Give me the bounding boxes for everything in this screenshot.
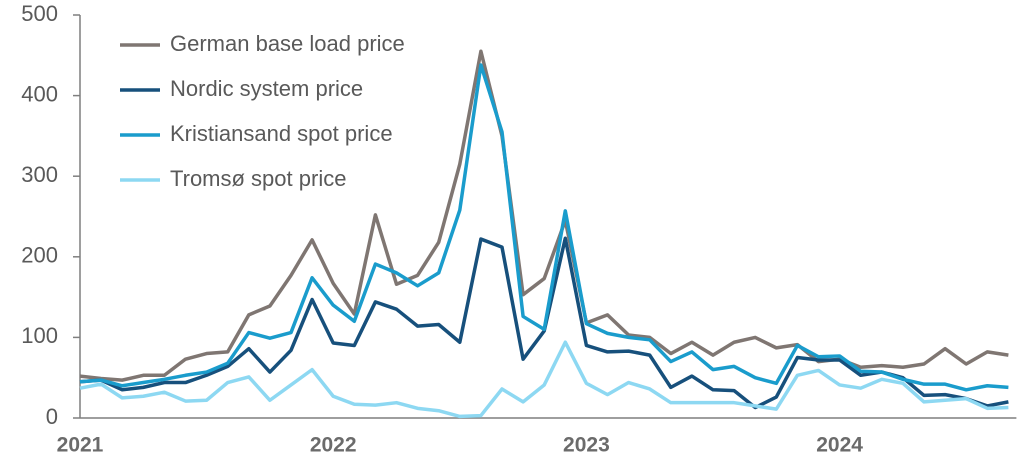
line-series [79,63,1009,392]
legend-label: Nordic system price [170,76,363,101]
y-tick-label: 100 [21,323,58,348]
x-tick-label: 2022 [310,434,357,457]
x-tick-label: 2021 [57,434,104,457]
line-series [79,340,1009,419]
y-tick-label: 500 [21,1,58,26]
y-tick-label: 400 [21,81,58,106]
legend-label: Tromsø spot price [170,166,346,191]
legend-label: German base load price [170,31,405,56]
y-tick-label: 0 [46,404,58,429]
y-tick-label: 300 [21,162,58,187]
x-tick-label: 2023 [563,434,610,457]
legend-label: Kristiansand spot price [170,121,393,146]
y-tick-label: 200 [21,243,58,268]
x-tick-label: 2024 [816,434,863,457]
